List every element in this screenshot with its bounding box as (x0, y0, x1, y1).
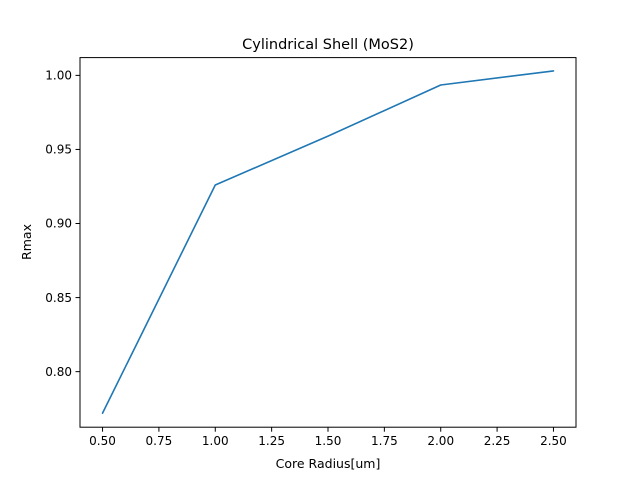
y-tick-label: 0.95 (45, 143, 72, 157)
y-axis-ticks: 0.80 0.85 0.90 0.95 1.00 (45, 69, 80, 379)
y-tick-label: 1.00 (45, 69, 72, 83)
x-axis-label: Core Radius[um] (276, 456, 381, 471)
x-tick-label: 0.50 (89, 434, 116, 448)
axes-frame (79, 57, 577, 428)
plot-area (79, 57, 577, 428)
y-tick-label: 0.90 (45, 217, 72, 231)
y-axis-label: Rmax (19, 224, 34, 260)
x-tick-label: 0.75 (146, 434, 173, 448)
x-tick-label: 1.75 (371, 434, 398, 448)
x-tick-label: 2.50 (540, 434, 567, 448)
y-tick-label: 0.85 (45, 291, 72, 305)
x-axis-ticks: 0.50 0.75 1.00 1.25 1.50 1.75 2.00 2.25 2.50 (89, 427, 567, 448)
series-layer (101, 70, 555, 414)
x-tick-label: 1.25 (258, 434, 285, 448)
y-tick-label: 0.80 (45, 365, 72, 379)
chart-title: Cylindrical Shell (MoS2) (242, 37, 414, 53)
x-tick-label: 1.00 (202, 434, 229, 448)
series-line (101, 70, 555, 414)
x-tick-label: 2.25 (484, 434, 511, 448)
x-tick-label: 2.00 (427, 434, 454, 448)
x-tick-label: 1.50 (315, 434, 342, 448)
